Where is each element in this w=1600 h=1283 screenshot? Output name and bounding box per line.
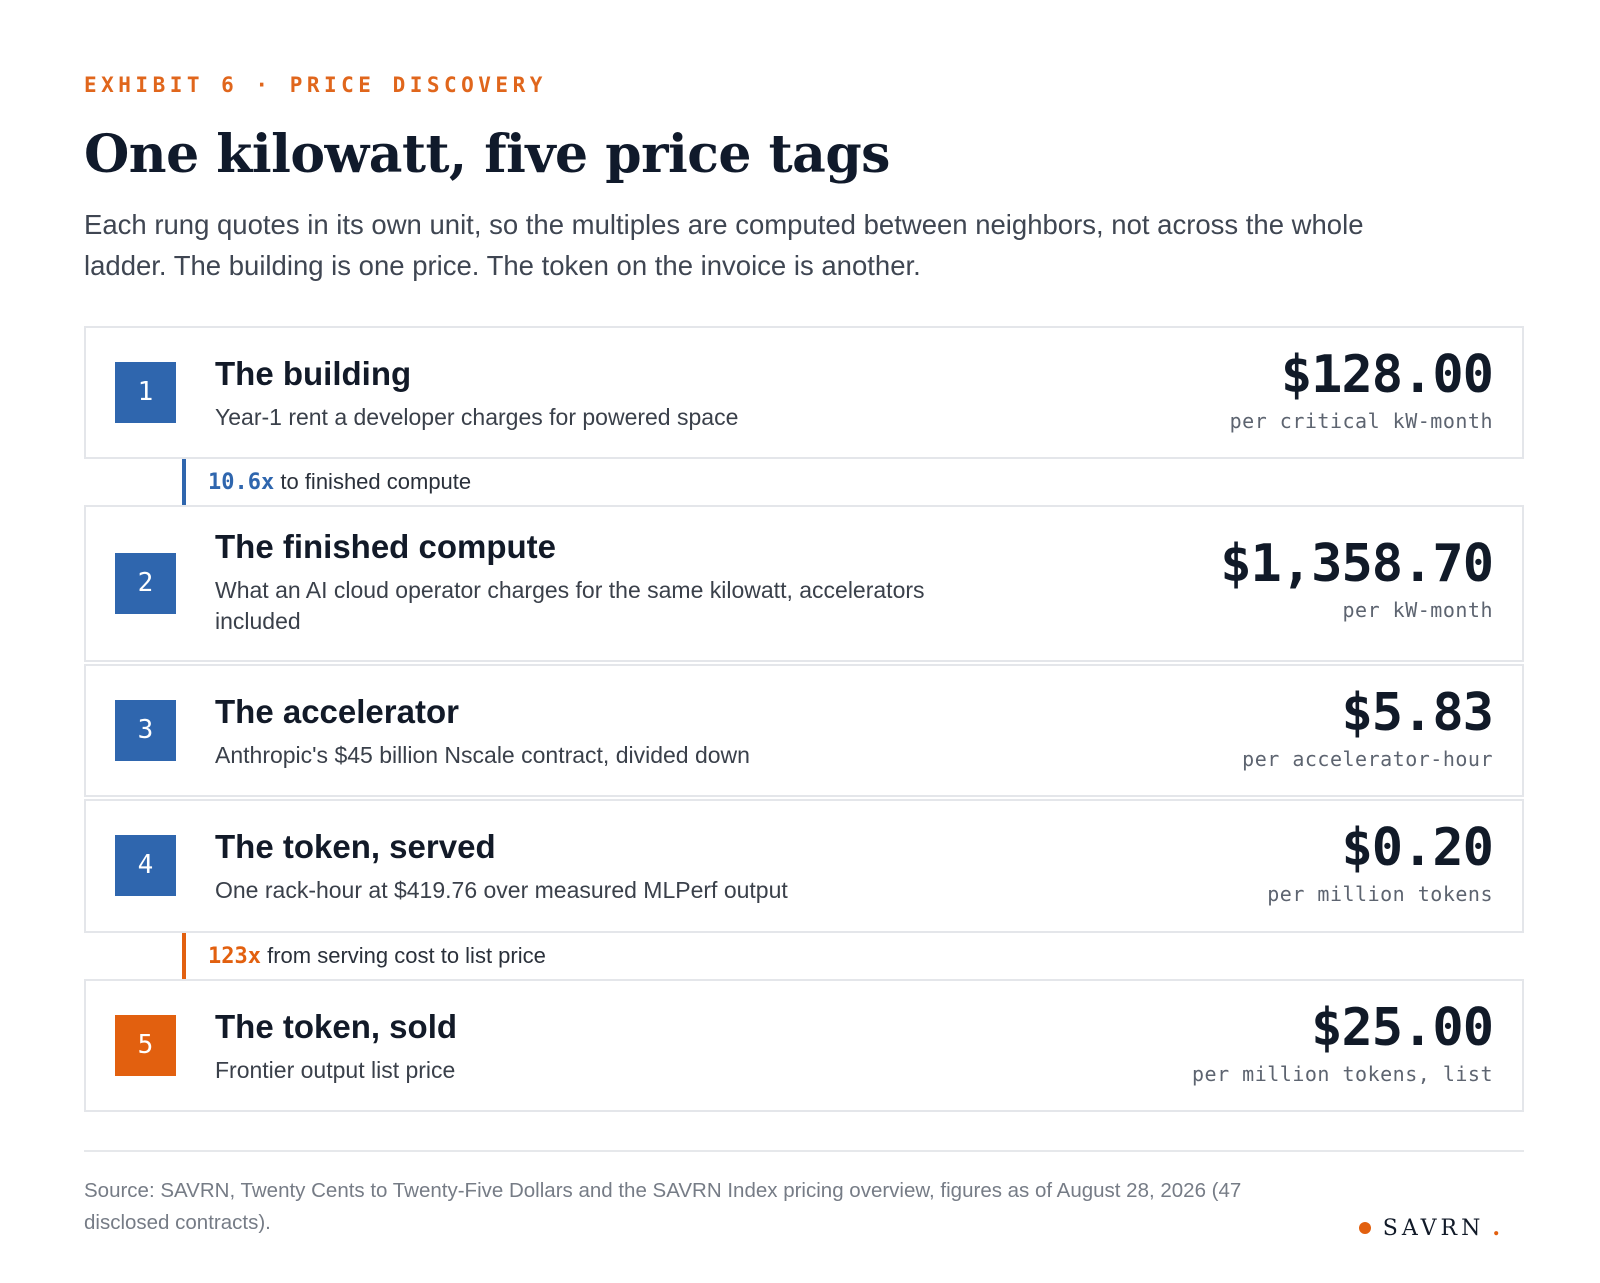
rung-description: Anthropic's $45 billion Nscale contract,… <box>215 742 750 768</box>
rung-title: The token, sold <box>215 1008 458 1045</box>
multiple-label: from serving cost to list price <box>267 943 546 968</box>
rung-number-badge: 5 <box>115 1015 176 1076</box>
multiple-text: 10.6x to finished compute <box>208 459 471 506</box>
price-value: $128.00 <box>1280 345 1494 405</box>
rung-title: The token, served <box>215 828 496 865</box>
rung-text: The finished compute What an AI cloud op… <box>215 527 1005 637</box>
rung-finished-compute: 2 The finished compute What an AI cloud … <box>84 505 1524 662</box>
price-unit: per kW-month <box>1342 598 1493 622</box>
multiple-bar <box>182 459 186 505</box>
brand-period: . <box>1492 1215 1500 1241</box>
rung-price: $5.83 per accelerator-hour <box>1242 683 1494 772</box>
brand-dot-icon <box>1358 1222 1371 1234</box>
rung-accelerator: 3 The accelerator Anthropic's $45 billio… <box>84 664 1524 797</box>
price-unit: per million tokens, list <box>1192 1062 1493 1086</box>
rung-title: The building <box>215 355 412 392</box>
rung-text: The accelerator Anthropic's $45 billion … <box>215 692 1005 771</box>
source-note: Source: SAVRN, Twenty Cents to Twenty-Fi… <box>84 1179 1242 1234</box>
multiple-bar <box>182 933 186 979</box>
footer-divider <box>84 1150 1524 1152</box>
rung-description: Year-1 rent a developer charges for powe… <box>215 404 739 430</box>
rung-price: $25.00 per million tokens, list <box>1192 998 1494 1087</box>
price-unit: per critical kW-month <box>1229 409 1493 433</box>
rung-price: $0.20 per million tokens <box>1267 818 1494 907</box>
rung-description: Frontier output list price <box>215 1057 456 1083</box>
brand-name: SAVRN <box>1382 1215 1485 1241</box>
multiple-building-to-compute: 10.6x to finished compute <box>84 459 1524 505</box>
rung-number-badge: 4 <box>115 835 176 896</box>
rung-number-badge: 3 <box>115 700 176 761</box>
rung-number-badge: 2 <box>115 553 176 614</box>
page-subtitle: Each rung quotes in its own unit, so the… <box>84 209 1364 281</box>
rung-description: What an AI cloud operator charges for th… <box>215 577 925 634</box>
price-unit: per accelerator-hour <box>1242 747 1493 771</box>
brand-logo: SAVRN . <box>1358 1212 1500 1244</box>
rung-title: The finished compute <box>215 528 557 565</box>
rung-building: 1 The building Year-1 rent a developer c… <box>84 326 1524 459</box>
rung-number-badge: 1 <box>115 362 176 423</box>
multiple-value: 10.6x <box>208 470 275 495</box>
multiple-served-to-sold: 123x from serving cost to list price <box>84 933 1524 979</box>
price-value: $0.20 <box>1341 818 1494 878</box>
exhibit-kicker: EXHIBIT 6 · PRICE DISCOVERY <box>84 73 547 97</box>
multiple-value: 123x <box>208 944 261 969</box>
rung-text: The building Year-1 rent a developer cha… <box>215 354 1005 433</box>
rung-token-served: 4 The token, served One rack-hour at $41… <box>84 799 1524 933</box>
exhibit: EXHIBIT 6 · PRICE DISCOVERY One kilowatt… <box>84 70 1524 1112</box>
rung-price: $128.00 per critical kW-month <box>1229 345 1494 434</box>
rung-price: $1,358.70 per kW-month <box>1220 534 1494 623</box>
price-value: $5.83 <box>1341 683 1494 743</box>
price-ladder: 1 The building Year-1 rent a developer c… <box>84 326 1524 1112</box>
price-unit: per million tokens <box>1267 882 1493 906</box>
rung-description: One rack-hour at $419.76 over measured M… <box>215 877 788 903</box>
price-value: $1,358.70 <box>1220 534 1494 594</box>
rung-text: The token, served One rack-hour at $419.… <box>215 827 1005 906</box>
multiple-label: to finished compute <box>280 469 472 494</box>
rung-text: The token, sold Frontier output list pri… <box>215 1007 1005 1086</box>
price-value: $25.00 <box>1311 998 1494 1058</box>
rung-token-sold: 5 The token, sold Frontier output list p… <box>84 979 1524 1112</box>
page-title: One kilowatt, five price tags <box>84 124 890 185</box>
multiple-text: 123x from serving cost to list price <box>208 933 546 980</box>
rung-title: The accelerator <box>215 693 459 730</box>
